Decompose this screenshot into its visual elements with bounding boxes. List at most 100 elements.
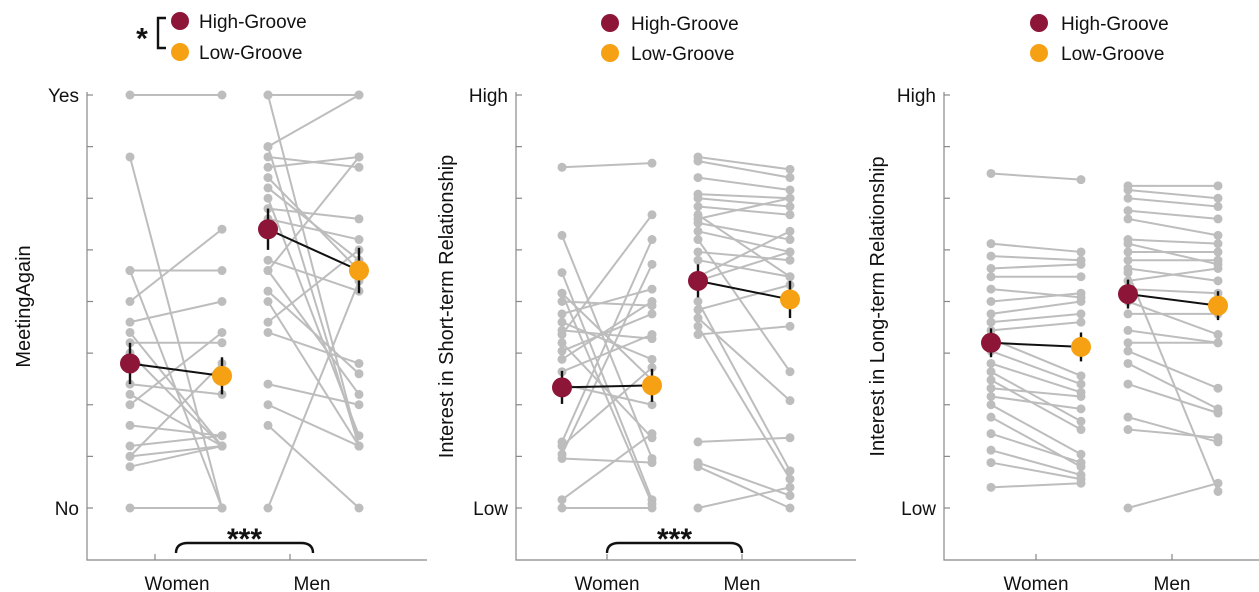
individual-point (1076, 317, 1086, 327)
individual-point (1123, 309, 1133, 319)
individual-point (557, 162, 567, 172)
individual-point (217, 431, 227, 441)
individual-point (557, 317, 567, 327)
individual-point (1123, 214, 1133, 224)
individual-line (697, 259, 791, 278)
individual-men (693, 152, 795, 513)
axis-frame (86, 92, 427, 561)
individual-line (697, 238, 791, 373)
individual-line (990, 482, 1082, 489)
individual-line (129, 352, 223, 447)
individual-line (990, 362, 1082, 394)
individual-point (647, 503, 657, 513)
individual-point (785, 474, 795, 484)
individual-point (1213, 255, 1223, 265)
mean-point-high-groove (258, 219, 278, 240)
individual-line (990, 370, 1082, 423)
individual-point (354, 162, 364, 172)
individual-line (561, 342, 653, 439)
individual-point (986, 239, 996, 249)
y-tick-label: High (469, 86, 508, 107)
individual-point (785, 173, 795, 183)
individual-point (1213, 181, 1223, 191)
individual-line (1127, 329, 1219, 344)
individual-line (990, 321, 1082, 332)
individual-point (1076, 272, 1086, 282)
individual-women (125, 90, 227, 513)
individual-line (1127, 383, 1219, 414)
legend-marker (171, 12, 189, 30)
individual-men (263, 90, 364, 513)
individual-point (557, 338, 567, 348)
individual-point (354, 441, 364, 451)
individual-point (1076, 259, 1086, 269)
individual-point (785, 193, 795, 203)
individual-point (647, 235, 657, 245)
individual-point (217, 503, 227, 513)
individual-line (129, 445, 223, 468)
individual-line (1127, 350, 1219, 390)
individual-point (557, 297, 567, 306)
x-tick-label: Men (294, 574, 331, 592)
mean-line (267, 228, 360, 272)
individual-line (267, 259, 360, 293)
individual-line (697, 250, 791, 262)
individual-point (1076, 404, 1086, 414)
significance-label: *** (227, 523, 262, 556)
individual-line (561, 214, 653, 336)
individual-point (1213, 247, 1223, 257)
individual-point (217, 338, 227, 348)
individual-point (1076, 175, 1086, 185)
individual-line (990, 379, 1082, 431)
individual-point (557, 495, 567, 505)
individual-point (263, 286, 273, 296)
individual-point (1213, 338, 1223, 348)
individual-point (693, 437, 703, 447)
individual-point (986, 400, 996, 410)
individual-point (354, 235, 364, 245)
individual-line (129, 383, 223, 396)
mean-point-low-groove (212, 365, 232, 386)
individual-point (557, 346, 567, 356)
panel-2: High Low Women Men Interest in Short-term Re… (436, 14, 856, 592)
individual-line (561, 300, 653, 361)
individual-point (986, 317, 996, 327)
individual-line (1127, 238, 1219, 245)
individual-line (267, 269, 360, 396)
individual-point (785, 247, 795, 257)
individual-line (990, 242, 1082, 253)
individual-line (1127, 300, 1219, 336)
mean-line (561, 384, 653, 389)
individual-line (1127, 197, 1219, 208)
individual-line (561, 432, 653, 501)
individual-point (125, 503, 135, 513)
individual-line (129, 331, 223, 406)
individual-point (693, 297, 703, 306)
individual-point (693, 330, 703, 340)
individual-point (693, 218, 703, 228)
individual-point (1076, 309, 1086, 319)
significance-bracket (605, 541, 744, 554)
individual-point (263, 379, 273, 389)
individual-point (647, 363, 657, 373)
individual-point (785, 466, 795, 476)
individual-point (354, 152, 364, 162)
individual-point (557, 230, 567, 240)
individual-point (1213, 330, 1223, 340)
y-axis-label: Interest in Short-term Relationship (436, 155, 458, 458)
individual-line (561, 263, 653, 455)
individual-line (267, 331, 360, 365)
individual-point (1076, 449, 1086, 459)
individual-line (697, 465, 791, 509)
mean-point-low-groove (1208, 295, 1228, 316)
individual-point (125, 297, 135, 306)
individual-point (647, 458, 657, 468)
individual-point (557, 288, 567, 298)
individual-point (785, 255, 795, 265)
individual-point (1213, 408, 1223, 418)
individual-line (129, 300, 223, 324)
individual-point (217, 224, 227, 234)
mean-point-low-groove (642, 375, 662, 396)
individual-point (1076, 458, 1086, 468)
